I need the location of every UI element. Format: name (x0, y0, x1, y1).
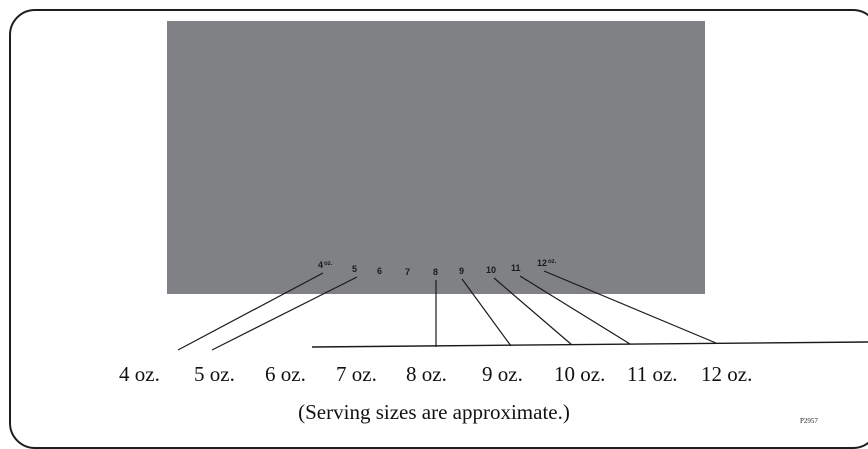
panel-tick-unit: oz. (548, 259, 557, 265)
panel-tick-12: 12oz. (537, 258, 556, 268)
panel-tick-number: 4 (318, 260, 324, 270)
panel-tick-8: 8 (433, 267, 438, 277)
leader-line-12oz (543, 270, 717, 344)
size-label-8oz: 8 oz. (406, 362, 447, 386)
size-label-6oz: 6 oz. (265, 362, 306, 386)
size-label-5oz: 5 oz. (194, 362, 235, 386)
panel-tick-number: 10 (486, 265, 497, 275)
leader-line-5oz (211, 276, 358, 351)
leader-line-9oz (461, 278, 512, 347)
approximate-note: (Serving sizes are approximate.) (298, 400, 570, 424)
size-label-12oz: 12 oz. (701, 362, 753, 386)
leader-line-11oz (519, 275, 631, 345)
leader-lines (177, 270, 868, 351)
panel-tick-11: 11 (511, 263, 521, 273)
panel-tick-4: 4oz. (318, 260, 332, 270)
panel-tick-unit: oz. (324, 261, 333, 267)
panel-tick-7: 7 (405, 267, 410, 277)
panel-tick-number: 7 (405, 267, 411, 277)
size-label-9oz: 9 oz. (482, 362, 523, 386)
panel-tick-number: 12 (537, 258, 548, 268)
panel-tick-number: 11 (511, 263, 521, 273)
panel-tick-9: 9 (459, 266, 464, 276)
measuring-panel (167, 21, 705, 294)
part-number: P2957 (800, 417, 818, 425)
size-label-10oz: 10 oz. (554, 362, 606, 386)
size-label-4oz: 4 oz. (119, 362, 160, 386)
baseline-rule (311, 341, 868, 348)
panel-tick-number: 8 (433, 267, 439, 277)
panel-tick-number: 9 (459, 266, 465, 276)
panel-tick-number: 6 (377, 266, 383, 276)
size-label-11oz: 11 oz. (627, 362, 678, 386)
panel-tick-10: 10 (486, 265, 496, 275)
panel-tick-5: 5 (352, 264, 357, 274)
panel-tick-number: 5 (352, 264, 358, 274)
size-label-7oz: 7 oz. (336, 362, 377, 386)
leader-line-10oz (493, 277, 573, 346)
panel-tick-6: 6 (377, 266, 382, 276)
leader-line-4oz (177, 272, 324, 351)
